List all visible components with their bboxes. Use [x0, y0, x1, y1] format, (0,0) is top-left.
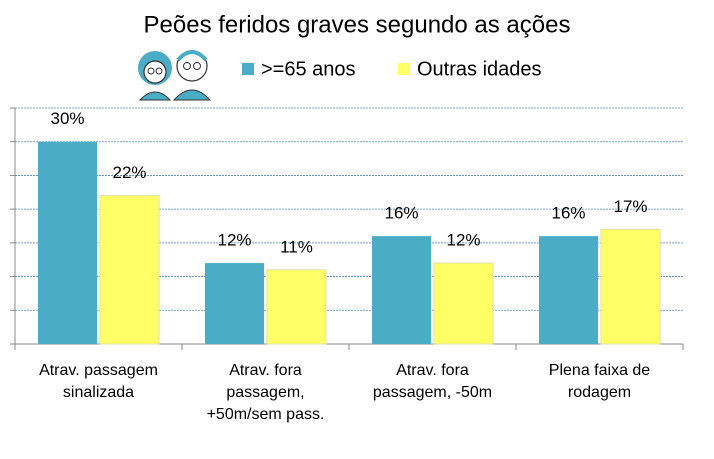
bar — [266, 269, 327, 345]
elderly-icon — [138, 50, 212, 101]
bar — [600, 228, 661, 345]
value-label: 30% — [50, 109, 84, 128]
bar — [205, 263, 264, 344]
bar — [433, 262, 494, 345]
x-tick-label: Atrav. fora passagem, -50m — [372, 362, 493, 401]
x-tick-label: Atrav. passagem sinalizada — [39, 362, 158, 401]
value-label: 17% — [613, 197, 647, 216]
value-label: 22% — [112, 163, 146, 182]
bar — [539, 236, 598, 344]
legend-swatch — [242, 63, 254, 75]
bar — [38, 141, 97, 344]
value-label: 16% — [384, 204, 418, 223]
value-label: 12% — [217, 231, 251, 250]
x-tick-label: Plena faixa de rodagem — [548, 362, 651, 401]
bar — [372, 236, 431, 344]
legend-label: Outras idades — [417, 58, 542, 80]
value-label: 11% — [280, 237, 313, 256]
legend-swatch — [398, 63, 410, 75]
bar — [99, 195, 160, 345]
value-label: 12% — [446, 231, 480, 250]
chart-title: Peões feridos graves segundo as ações — [144, 11, 571, 38]
value-label: 16% — [551, 204, 585, 223]
x-tick-label: Atrav. fora passagem, +50m/sem pass. — [206, 362, 325, 423]
legend-label: >=65 anos — [261, 58, 356, 80]
